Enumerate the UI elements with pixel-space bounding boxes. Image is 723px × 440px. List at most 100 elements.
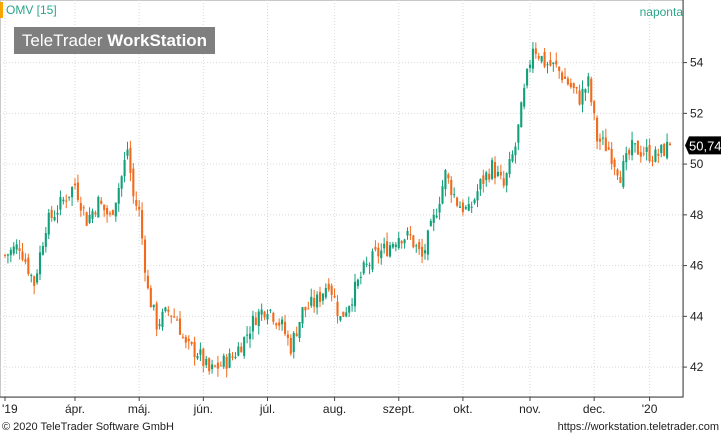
- candle-body: [409, 234, 412, 236]
- candle-body: [295, 333, 298, 337]
- candle-body: [520, 102, 523, 128]
- candle-body: [257, 311, 260, 327]
- candle-body: [304, 306, 307, 311]
- y-axis: 42 44 46 48 50 52 54: [682, 0, 704, 397]
- candle-body: [85, 212, 88, 226]
- candle-body: [534, 48, 537, 54]
- symbol-label[interactable]: OMV [15]: [6, 3, 57, 17]
- candle-body: [88, 214, 91, 223]
- x-tick-label: '19: [2, 402, 18, 416]
- candle-body: [6, 254, 9, 256]
- candle-body: [526, 68, 529, 86]
- symbol-marker: [0, 2, 3, 18]
- period-label[interactable]: naponta: [639, 5, 683, 19]
- y-tick-label: 54: [690, 56, 704, 70]
- website-link[interactable]: https://workstation.teletrader.com: [557, 421, 719, 433]
- candle-body: [604, 137, 607, 152]
- candle-body: [41, 246, 44, 255]
- plot-frame: [0, 0, 684, 398]
- candle-body: [321, 293, 324, 301]
- candle-body: [351, 304, 354, 306]
- candle-body: [103, 204, 106, 211]
- candle-body: [219, 365, 222, 367]
- candle-body: [660, 144, 663, 154]
- candle-body: [587, 76, 590, 87]
- candle-body: [467, 203, 470, 211]
- candle-body: [581, 88, 584, 105]
- footer: © 2020 TeleTrader Software GmbH https://…: [0, 419, 723, 435]
- candle-body: [456, 197, 459, 206]
- candle-body: [94, 212, 97, 215]
- candle-body: [616, 169, 619, 176]
- candle-body: [123, 159, 126, 177]
- candle-body: [464, 206, 467, 209]
- candle-body: [193, 341, 196, 358]
- candle-body: [202, 348, 205, 366]
- candle-body: [53, 217, 56, 221]
- candle-body: [356, 279, 359, 287]
- candle-body: [572, 83, 575, 88]
- candle-body: [225, 357, 228, 369]
- candle-body: [260, 309, 263, 315]
- candle-body: [383, 243, 386, 249]
- candle-body: [246, 334, 249, 336]
- candle-body: [278, 322, 281, 326]
- candle-body: [593, 101, 596, 114]
- candle-body: [18, 248, 21, 252]
- candle-body: [517, 124, 520, 143]
- y-tick-label: 52: [690, 106, 704, 120]
- candle-body: [129, 147, 132, 174]
- candle-body: [146, 275, 149, 289]
- candle-body: [36, 273, 39, 283]
- candle-body: [380, 250, 383, 259]
- y-tick-label: 44: [690, 309, 704, 323]
- candle-body: [613, 159, 616, 168]
- candle-body: [178, 318, 182, 335]
- candle-body: [426, 230, 429, 255]
- last-price-label: 50,74: [689, 138, 722, 153]
- candle-body: [135, 200, 138, 206]
- candle-body: [476, 191, 479, 201]
- candle-body: [62, 199, 65, 202]
- candle-body: [648, 145, 651, 162]
- candle-body: [368, 265, 371, 267]
- candle-body: [243, 337, 246, 357]
- candle-body: [266, 314, 269, 320]
- x-tick-label: jún.: [193, 402, 213, 416]
- candle-body: [348, 306, 351, 313]
- candle-body: [561, 72, 564, 81]
- candle-body: [138, 206, 141, 210]
- candle-body: [318, 291, 322, 302]
- candle-body: [12, 246, 15, 254]
- candle-body: [642, 153, 645, 155]
- candle-body: [508, 159, 511, 175]
- candle-body: [625, 153, 628, 163]
- candle-body: [438, 203, 441, 213]
- y-tick-label: 50: [690, 157, 704, 171]
- candle-body: [432, 214, 435, 223]
- candle-body: [543, 51, 546, 67]
- candle-body: [181, 336, 184, 338]
- x-tick-label: máj.: [128, 402, 151, 416]
- candle-body: [222, 355, 225, 367]
- candle-body: [292, 332, 295, 353]
- candle-body: [458, 206, 462, 208]
- candle-body: [316, 294, 319, 308]
- candle-body: [651, 160, 654, 162]
- candle-body: [578, 90, 581, 105]
- candle-body: [155, 303, 158, 330]
- candle-body: [400, 240, 403, 244]
- candle-body: [444, 170, 447, 190]
- last-price-box: [685, 136, 721, 155]
- candle-body: [15, 244, 18, 250]
- candle-body: [429, 220, 432, 227]
- candle-body: [47, 212, 50, 235]
- candle-body: [251, 315, 254, 332]
- candle-body: [423, 250, 427, 254]
- candle-body: [97, 196, 100, 218]
- candle-body: [496, 171, 499, 176]
- candle-body: [601, 137, 604, 139]
- candle-body: [73, 183, 77, 186]
- candle-body: [272, 312, 275, 322]
